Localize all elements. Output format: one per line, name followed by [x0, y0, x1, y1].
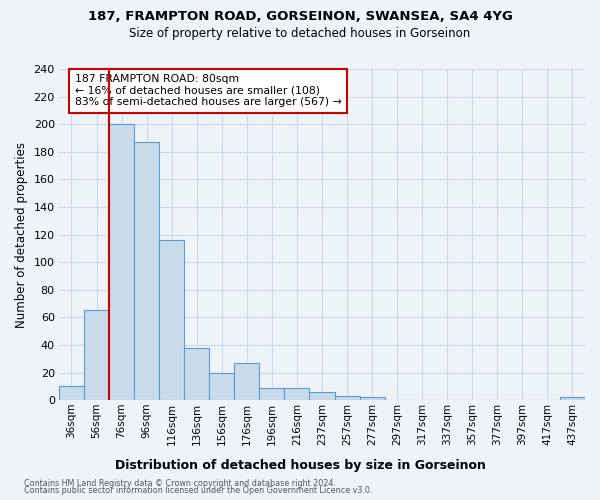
Bar [560, 398, 585, 400]
Bar [259, 388, 284, 400]
Text: Distribution of detached houses by size in Gorseinon: Distribution of detached houses by size … [115, 460, 485, 472]
Bar [310, 392, 335, 400]
Text: Size of property relative to detached houses in Gorseinon: Size of property relative to detached ho… [130, 28, 470, 40]
Bar [359, 398, 385, 400]
Bar [335, 396, 359, 400]
Bar [84, 310, 109, 400]
Bar [159, 240, 184, 400]
Text: Contains HM Land Registry data © Crown copyright and database right 2024.: Contains HM Land Registry data © Crown c… [24, 478, 336, 488]
Y-axis label: Number of detached properties: Number of detached properties [15, 142, 28, 328]
Bar [209, 372, 235, 400]
Text: 187 FRAMPTON ROAD: 80sqm
← 16% of detached houses are smaller (108)
83% of semi-: 187 FRAMPTON ROAD: 80sqm ← 16% of detach… [75, 74, 341, 107]
Bar [59, 386, 84, 400]
Bar [109, 124, 134, 400]
Text: 187, FRAMPTON ROAD, GORSEINON, SWANSEA, SA4 4YG: 187, FRAMPTON ROAD, GORSEINON, SWANSEA, … [88, 10, 512, 23]
Bar [134, 142, 159, 400]
Bar [235, 363, 259, 400]
Bar [284, 388, 310, 400]
Text: Contains public sector information licensed under the Open Government Licence v3: Contains public sector information licen… [24, 486, 373, 495]
Bar [184, 348, 209, 400]
